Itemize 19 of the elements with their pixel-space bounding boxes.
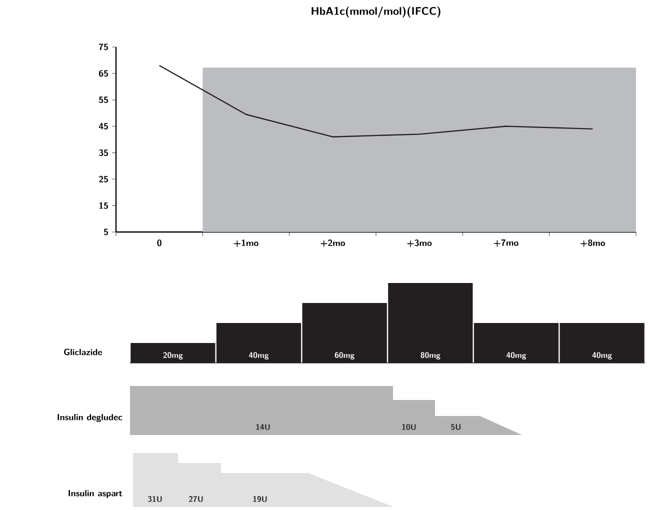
y-tick-label: 15 <box>99 202 108 209</box>
y-tick-label: 5 <box>104 228 108 236</box>
x-tick-label: +8mo <box>580 240 606 247</box>
y-axis-title: Gliclazide <box>64 348 102 356</box>
y-tick-label: 25 <box>99 176 108 182</box>
x-tick-label: +1mo <box>234 240 258 247</box>
x-tick-label: +7mo <box>494 240 518 247</box>
x-tick-label: +3mo <box>407 240 432 247</box>
x-tick-label: +2mo <box>320 240 346 247</box>
y-tick-label: 55 <box>98 96 108 104</box>
text: Insulin aspart <box>68 490 122 498</box>
y-tick-label: 35 <box>99 149 108 156</box>
text: Insulin degludec <box>58 414 122 422</box>
line-series <box>158 64 594 138</box>
y-tick-label: 65 <box>99 70 108 77</box>
y-tick-label: 75 <box>99 44 108 50</box>
chart-title: HbA1c(mmol/mol)(IFCC) <box>312 6 440 18</box>
x-tick-label: 0 <box>157 240 162 246</box>
y-tick-label: 45 <box>98 123 108 130</box>
